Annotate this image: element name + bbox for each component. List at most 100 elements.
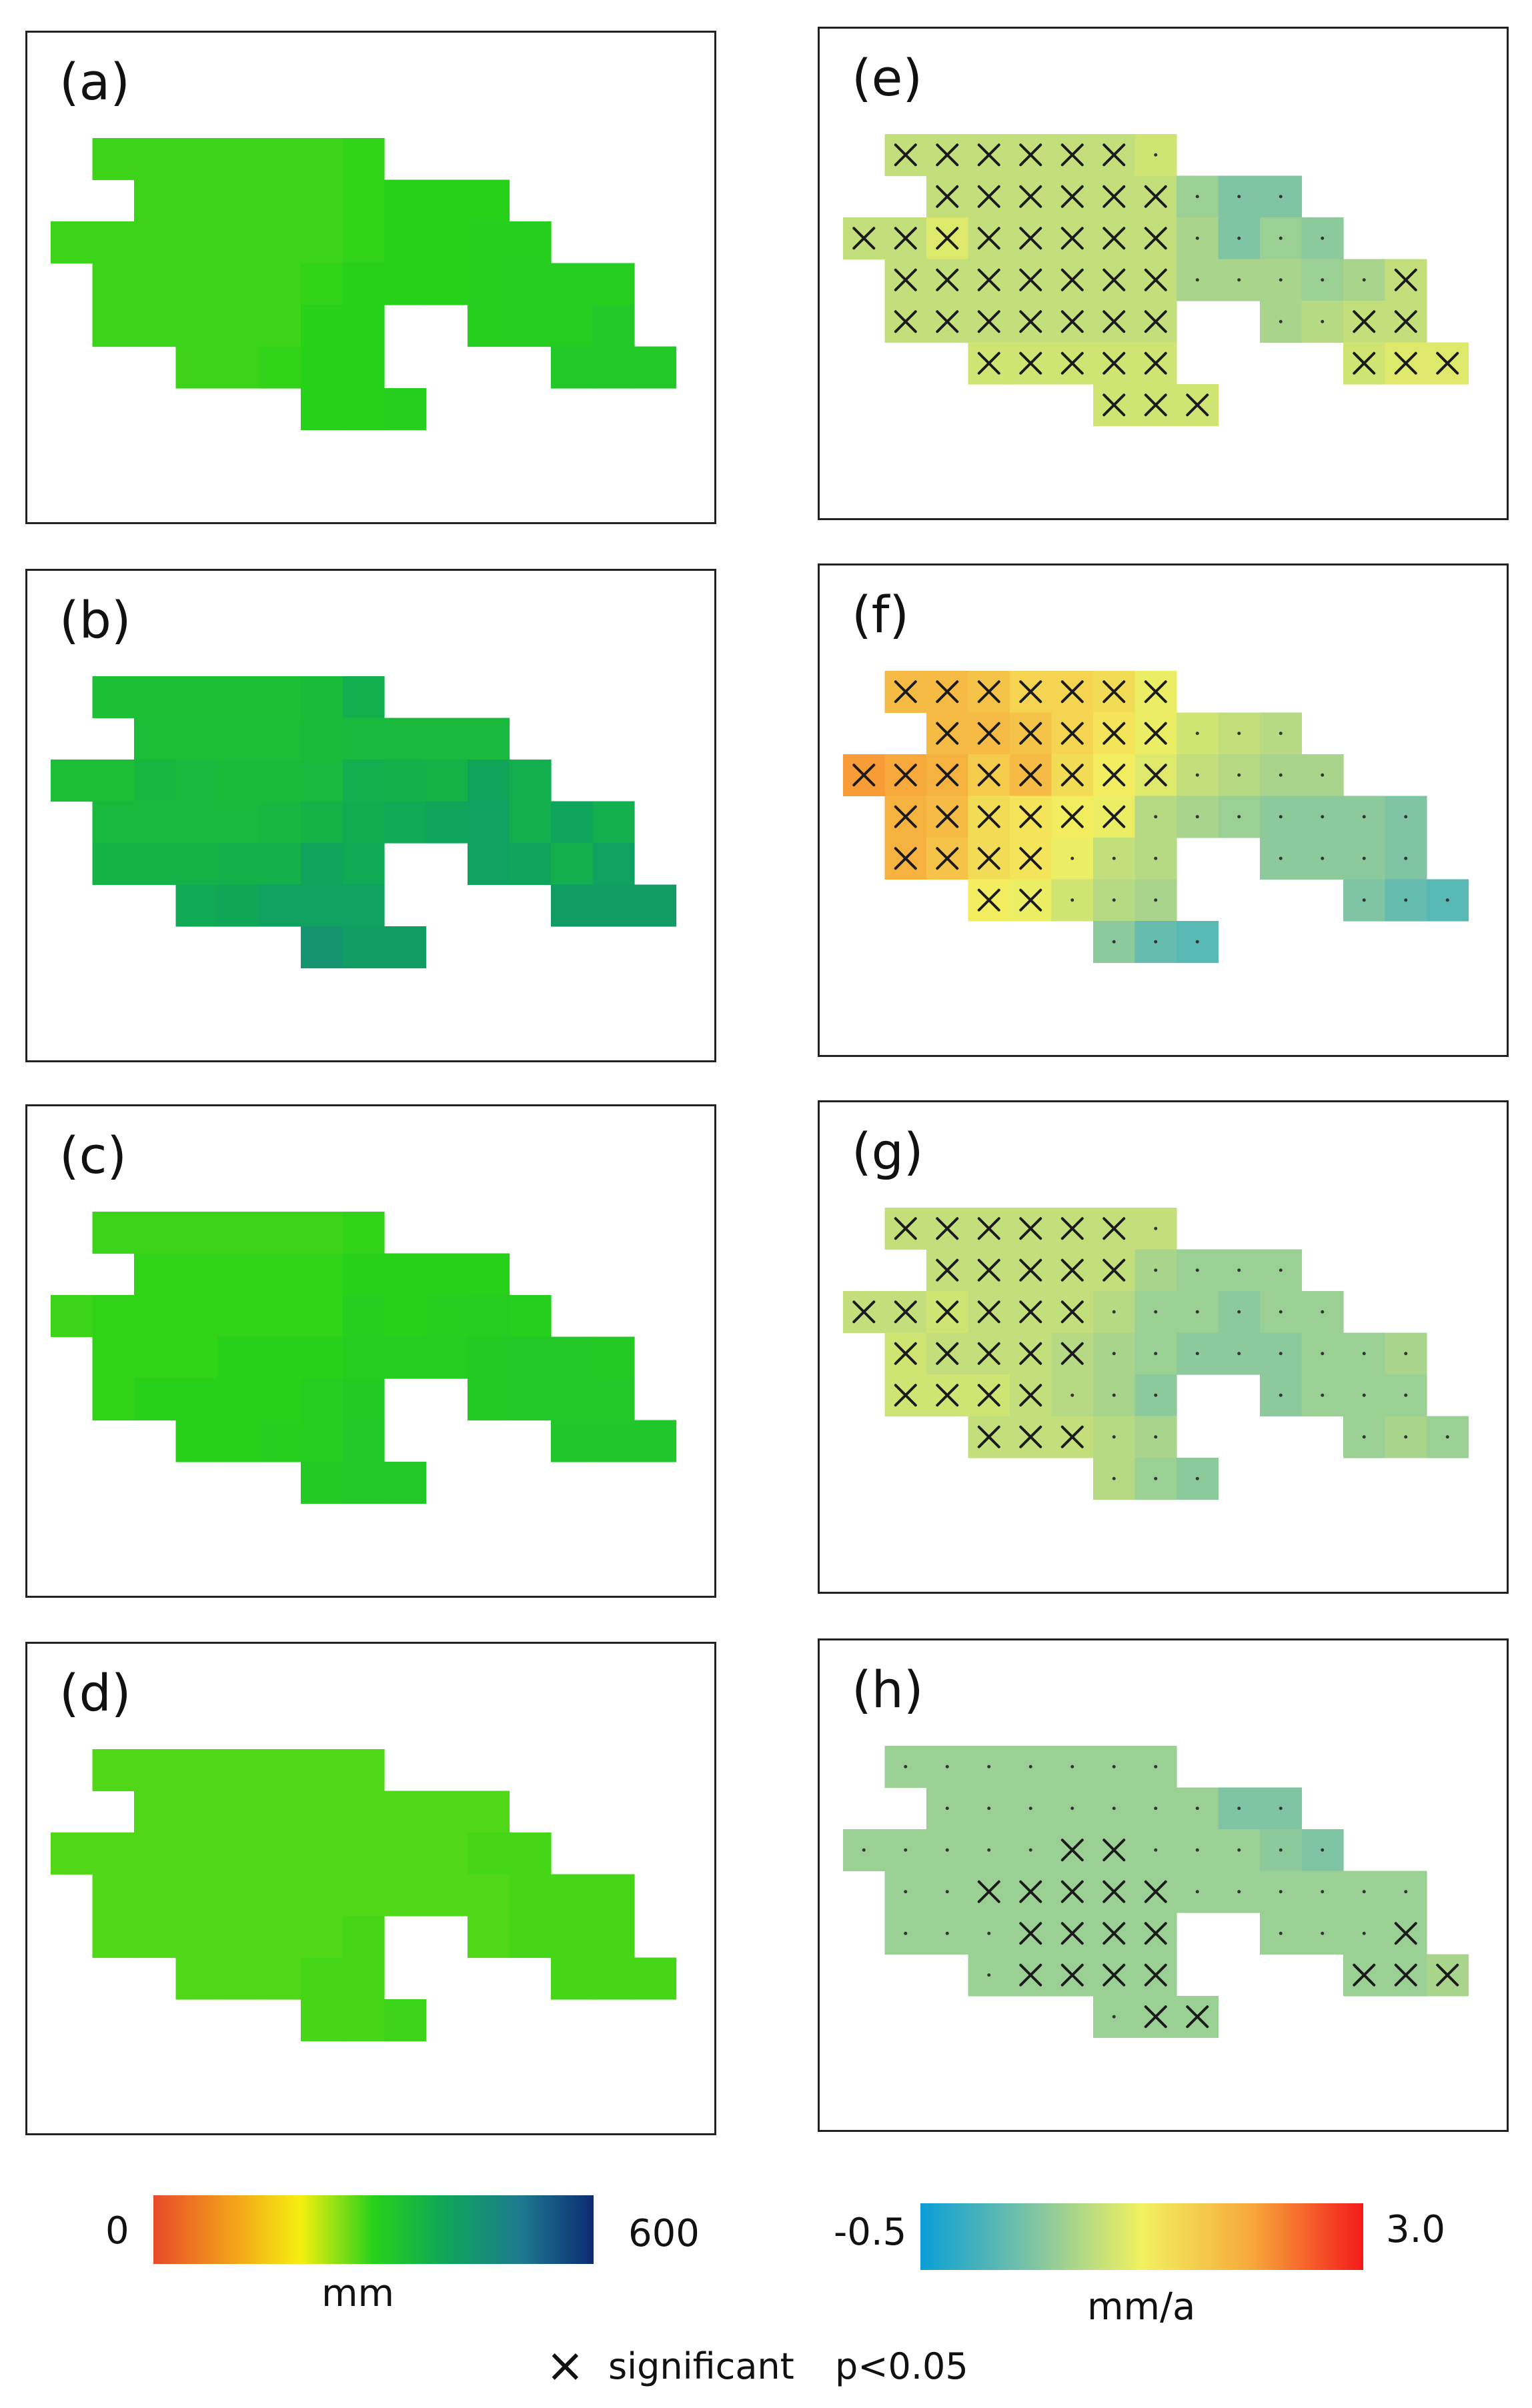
significance-cross-icon [1144,393,1167,417]
nonsignificant-dot-icon [904,1931,908,1935]
colorbar-right-unit: mm/a [1087,2285,1196,2329]
significance-cross-icon [936,1258,959,1282]
grid-cell [175,1957,218,2000]
grid-cell [217,760,260,802]
significance-cross-icon [1436,1963,1459,1987]
significance-cross-icon [1102,143,1126,167]
significance-cross-icon [977,1384,1000,1407]
grid-cell [426,263,468,305]
grid-cell [175,843,218,886]
significance-cross-icon [1019,1217,1042,1240]
significance-cross-icon [1060,805,1084,828]
grid-cell [384,179,427,222]
nonsignificant-dot-icon [1362,898,1366,902]
significance-cross-icon [1102,1217,1126,1240]
significance-cross-icon [977,351,1000,375]
grid-cell [468,1790,510,1833]
significance-cross-icon [936,847,959,870]
grid-cell [301,388,343,431]
panel-f: (f) [818,563,1509,1057]
nonsignificant-dot-icon [1237,1310,1241,1314]
significance-cross-icon [1394,310,1417,333]
nonsignificant-dot-icon [1362,1890,1366,1894]
nonsignificant-dot-icon [1195,195,1199,199]
significance-cross-icon [936,764,959,787]
grid-cell [301,926,343,969]
colorbar-right [920,2203,1363,2270]
grid-cell [259,1790,301,1833]
grid-cell [592,263,635,305]
significance-cross-icon [1060,1922,1084,1945]
grid-cell [259,1916,301,1959]
nonsignificant-dot-icon [1237,278,1241,282]
panel-d: (d) [25,1642,716,2135]
grid-cell [301,138,343,181]
nonsignificant-dot-icon [1404,1435,1408,1439]
panel-g: (g) [818,1100,1509,1594]
grid-cell [301,884,343,927]
grid-cell [51,1833,93,1875]
grid-cell [217,1957,260,2000]
nonsignificant-dot-icon [1195,1352,1199,1356]
significance-cross-icon [1144,764,1167,787]
nonsignificant-dot-icon [1237,195,1241,199]
nonsignificant-dot-icon [1237,1848,1241,1852]
grid-cell [217,1874,260,1917]
significance-cross-icon [936,1384,959,1407]
significance-cross-icon [852,227,876,250]
significance-marker-icon: × [546,2338,585,2393]
grid-cell [92,676,135,719]
nonsignificant-dot-icon [1404,1393,1408,1397]
grid-cell [551,346,594,389]
grid-cell [175,884,218,927]
significance-cross-icon [1144,2005,1167,2029]
nonsignificant-dot-icon [945,1848,949,1852]
grid-cell [175,1212,218,1254]
grid-cell [384,1790,427,1833]
grid-cell [509,1295,552,1338]
significance-cross-icon [894,268,917,291]
grid-cell [175,1253,218,1296]
significance-cross-icon [894,764,917,787]
grid-cell [259,1833,301,1875]
nonsignificant-dot-icon [904,1848,908,1852]
nonsignificant-dot-icon [1154,856,1158,860]
grid-cell [509,801,552,844]
grid-cell [92,843,135,886]
grid-cell [509,1874,552,1917]
grid-cell [301,1916,343,1959]
grid-cell [175,1833,218,1875]
significance-cross-icon [1102,1258,1126,1282]
significance-cross-icon [1144,268,1167,291]
significance-cross-icon [1019,1300,1042,1324]
grid-cell [551,801,594,844]
grid-cell [468,843,510,886]
significance-cross-icon [1353,310,1376,333]
grid-cell [259,1749,301,1792]
grid-cell [592,1378,635,1421]
grid-cell [134,138,177,181]
significance-cross-icon [1102,1922,1126,1945]
significance-cross-icon [894,805,917,828]
grid-cell [175,1790,218,1833]
significance-cross-icon [977,764,1000,787]
nonsignificant-dot-icon [1237,815,1241,819]
significance-cross-icon [936,227,959,250]
grid-cell [592,1916,635,1959]
significance-cross-icon [1060,1880,1084,1903]
significance-cross-icon [977,1425,1000,1448]
nonsignificant-dot-icon [1195,236,1199,240]
grid-cell [551,263,594,305]
significance-cross-icon [936,1300,959,1324]
nonsignificant-dot-icon [1154,1268,1158,1272]
grid-cell [301,1212,343,1254]
nonsignificant-dot-icon [1070,1764,1074,1768]
grid-cell [426,801,468,844]
nonsignificant-dot-icon [1112,1310,1116,1314]
nonsignificant-dot-icon [1154,1393,1158,1397]
significance-cross-icon [1060,227,1084,250]
grid-cell [426,1874,468,1917]
grid-cell [259,305,301,347]
grid-cell [259,801,301,844]
nonsignificant-dot-icon [1279,278,1283,282]
